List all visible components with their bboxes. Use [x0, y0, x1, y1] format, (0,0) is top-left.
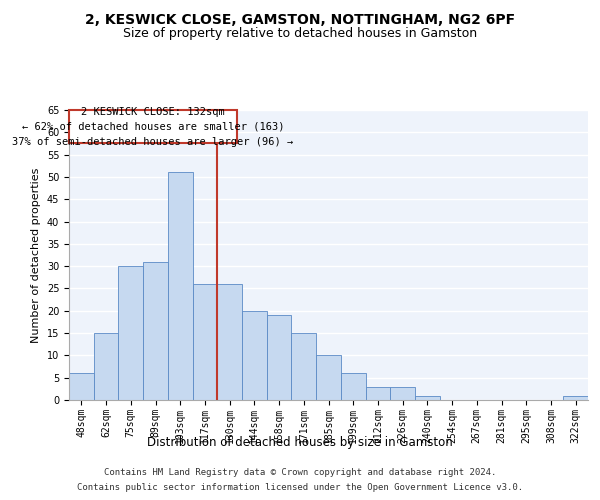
Text: Distribution of detached houses by size in Gamston: Distribution of detached houses by size …	[147, 436, 453, 449]
Bar	[94, 333, 118, 400]
Bar	[193, 284, 217, 400]
Bar	[217, 284, 242, 400]
Bar	[365, 386, 390, 400]
Bar	[316, 356, 341, 400]
Text: 2, KESWICK CLOSE, GAMSTON, NOTTINGHAM, NG2 6PF: 2, KESWICK CLOSE, GAMSTON, NOTTINGHAM, N…	[85, 12, 515, 26]
Bar	[168, 172, 193, 400]
Bar	[563, 396, 588, 400]
Bar	[118, 266, 143, 400]
Bar	[242, 311, 267, 400]
Bar	[341, 373, 365, 400]
Text: Contains HM Land Registry data © Crown copyright and database right 2024.: Contains HM Land Registry data © Crown c…	[104, 468, 496, 477]
Bar	[69, 110, 237, 144]
Bar	[69, 373, 94, 400]
Y-axis label: Number of detached properties: Number of detached properties	[31, 168, 41, 342]
Bar	[415, 396, 440, 400]
Text: 2 KESWICK CLOSE: 132sqm
← 62% of detached houses are smaller (163)
37% of semi-d: 2 KESWICK CLOSE: 132sqm ← 62% of detache…	[13, 107, 293, 146]
Text: Contains public sector information licensed under the Open Government Licence v3: Contains public sector information licen…	[77, 483, 523, 492]
Text: Size of property relative to detached houses in Gamston: Size of property relative to detached ho…	[123, 28, 477, 40]
Bar	[390, 386, 415, 400]
Bar	[143, 262, 168, 400]
Bar	[292, 333, 316, 400]
Bar	[267, 315, 292, 400]
